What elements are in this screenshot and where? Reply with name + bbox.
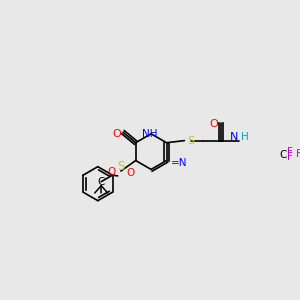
Text: O: O — [112, 129, 121, 139]
Text: F: F — [287, 147, 293, 158]
Text: H: H — [241, 132, 248, 142]
Text: N: N — [230, 132, 238, 142]
Text: O: O — [107, 167, 115, 177]
Text: O: O — [127, 168, 135, 178]
Text: O: O — [209, 119, 218, 130]
Text: C: C — [280, 151, 287, 160]
Text: S: S — [187, 136, 194, 146]
Text: F: F — [287, 152, 293, 162]
Text: =N: =N — [171, 158, 187, 168]
Text: F: F — [296, 149, 300, 159]
Text: NH: NH — [142, 129, 157, 139]
Text: S: S — [117, 160, 124, 173]
Text: C: C — [98, 178, 105, 188]
